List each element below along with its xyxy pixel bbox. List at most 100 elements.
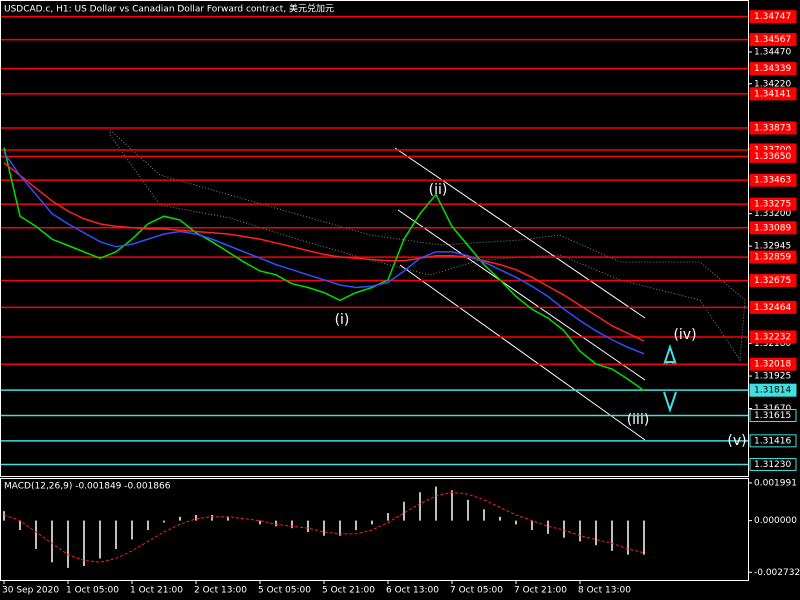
- level-label: 1.31615: [754, 411, 791, 421]
- macd-bar: [99, 520, 101, 559]
- macd-bar: [531, 520, 533, 531]
- macd-bar: [131, 520, 133, 540]
- channel-line: [394, 147, 646, 319]
- level-label-box: [749, 149, 797, 163]
- x-tick-label: 5 Oct 21:00: [322, 586, 375, 596]
- macd-bar: [35, 520, 37, 549]
- chart-title: USDCAD.c, H1: US Dollar vs Canadian Doll…: [4, 3, 334, 15]
- level-label-box: [749, 33, 797, 47]
- level-label-box: [749, 121, 797, 135]
- level-label: 1.33873: [754, 123, 791, 133]
- level-label-box: [749, 458, 797, 472]
- macd-bar: [515, 520, 517, 525]
- x-tick-label: 7 Oct 21:00: [514, 586, 567, 596]
- level-label: 1.31230: [754, 460, 791, 470]
- channel-line: [397, 209, 646, 381]
- macd-bar: [563, 520, 565, 538]
- level-label-box: [749, 434, 797, 448]
- macd-bar: [467, 499, 469, 521]
- wave-label: (ii): [429, 182, 448, 198]
- level-label: 1.33275: [754, 200, 791, 210]
- moving-average: [3, 162, 645, 342]
- macd-bar: [611, 520, 613, 551]
- macd-bar: [211, 514, 213, 521]
- level-label: 1.31416: [754, 436, 791, 446]
- y-tick-label: 0.000000: [754, 516, 797, 526]
- macd-bar: [483, 509, 485, 521]
- macd-bar: [403, 501, 405, 521]
- down-arrow: [663, 391, 677, 414]
- y-tick-label: 1.31925: [754, 372, 791, 382]
- level-label-box: [749, 87, 797, 101]
- y-tick-label: -0.002732: [754, 568, 800, 578]
- level-label-box: [749, 221, 797, 235]
- macd-bar: [595, 520, 597, 546]
- macd-bar: [307, 520, 309, 532]
- x-tick-label: 1 Oct 21:00: [130, 586, 183, 596]
- macd-bar: [51, 520, 53, 563]
- level-label: 1.34747: [754, 12, 791, 22]
- y-tick-label: 1.31670: [754, 404, 791, 414]
- level-label: 1.34567: [754, 35, 791, 45]
- moving-average: [3, 152, 645, 355]
- wave-label: (iv): [673, 327, 696, 343]
- level-label-box: [749, 197, 797, 211]
- macd-bar: [579, 520, 581, 542]
- level-label: 1.34141: [754, 89, 791, 99]
- wave-label: (i): [335, 312, 350, 328]
- macd-bar: [547, 520, 549, 534]
- x-tick-label: 1 Oct 05:00: [66, 586, 119, 596]
- y-tick-label: 1.32180: [754, 339, 791, 349]
- level-label-box: [749, 330, 797, 344]
- price-line: [3, 147, 645, 392]
- macd-bar: [83, 520, 85, 567]
- y-tick-label: 1.32945: [754, 242, 791, 252]
- macd-bar: [371, 520, 373, 525]
- macd-frame: [0, 478, 749, 581]
- level-label-box: [749, 62, 797, 76]
- macd-bar: [275, 520, 277, 527]
- macd-bar: [387, 513, 389, 521]
- macd-bar: [67, 520, 69, 568]
- macd-bar: [499, 516, 501, 521]
- x-tick-label: 5 Oct 05:00: [258, 586, 311, 596]
- level-label-box: [749, 274, 797, 288]
- level-label: 1.34339: [754, 64, 791, 74]
- y-tick-label: 1.34220: [754, 79, 791, 89]
- level-label: 1.31814: [754, 386, 791, 396]
- level-label: 1.32675: [754, 276, 791, 286]
- level-label: 1.32859: [754, 253, 791, 263]
- macd-bar: [179, 516, 181, 521]
- macd-bar: [19, 520, 21, 531]
- channel-lines: [394, 147, 646, 441]
- macd-bar: [627, 520, 629, 555]
- macd-bar: [163, 520, 165, 523]
- level-label: 1.33650: [754, 152, 791, 162]
- macd-title: MACD(12,26,9) -0.001849 -0.001866: [4, 482, 171, 492]
- level-label-box: [749, 357, 797, 371]
- macd-bar: [435, 486, 437, 521]
- y-tick-label: 0.001991: [754, 478, 797, 488]
- level-label-box: [749, 383, 797, 397]
- level-label: 1.33089: [754, 223, 791, 233]
- macd-bar: [419, 492, 421, 521]
- level-label: 1.32464: [754, 303, 791, 313]
- level-label-box: [749, 300, 797, 314]
- macd-bar: [259, 520, 261, 525]
- channel-line: [399, 264, 646, 441]
- macd-bar: [355, 520, 357, 531]
- macd-bar: [195, 514, 197, 521]
- level-label-box: [749, 250, 797, 264]
- level-label: 1.32232: [754, 332, 791, 342]
- macd-bar: [323, 520, 325, 536]
- x-tick-label: 8 Oct 13:00: [578, 586, 631, 596]
- level-label-box: [749, 10, 797, 24]
- x-tick-label: 30 Sep 2020: [2, 586, 59, 596]
- level-label-box: [749, 409, 797, 423]
- macd-bar: [339, 520, 341, 536]
- wave-label: (iii): [627, 412, 650, 428]
- level-label: 1.33463: [754, 176, 791, 186]
